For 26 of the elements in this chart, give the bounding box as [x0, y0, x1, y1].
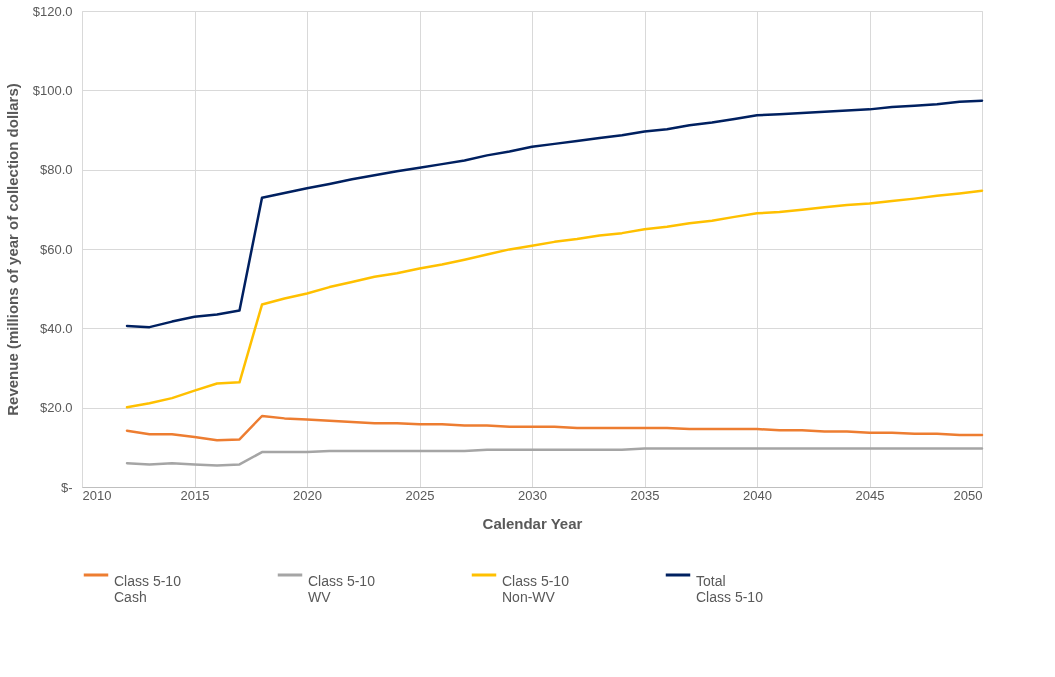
- legend-label: Class 5-10 Cash: [114, 573, 182, 605]
- line-series: [125, 447, 984, 467]
- legend-label: Total Class 5-10: [696, 573, 764, 605]
- y-tick-label: $60.0: [39, 241, 73, 257]
- line-series: [125, 414, 984, 442]
- x-tick-label: 2025: [405, 487, 435, 503]
- x-tick-label: 2015: [180, 487, 210, 503]
- y-tick-label: $100.0: [32, 82, 73, 98]
- x-tick-label: 2010: [82, 487, 112, 503]
- legend-label: Class 5-10 WV: [308, 573, 376, 605]
- y-tick-label: $20.0: [39, 400, 73, 416]
- y-tick-label: $80.0: [39, 162, 73, 178]
- y-tick-label: $120.0: [32, 3, 73, 19]
- x-tick-label: 2050: [953, 487, 983, 503]
- line-series: [125, 189, 984, 409]
- line-series: [125, 99, 984, 329]
- x-tick-label: 2045: [855, 487, 885, 503]
- y-tick-label: $40.0: [39, 320, 73, 336]
- legend-label: Class 5-10 Non-WV: [502, 573, 570, 605]
- x-axis-title: Calendar Year: [482, 514, 583, 532]
- y-axis-title: Revenue (millions of year of collection dollars): [3, 83, 21, 416]
- y-tick-label: $-: [60, 479, 73, 495]
- x-tick-label: 2020: [293, 487, 322, 503]
- x-tick-label: 2030: [518, 487, 547, 503]
- x-tick-label: 2040: [743, 487, 772, 503]
- x-tick-label: 2035: [630, 487, 660, 503]
